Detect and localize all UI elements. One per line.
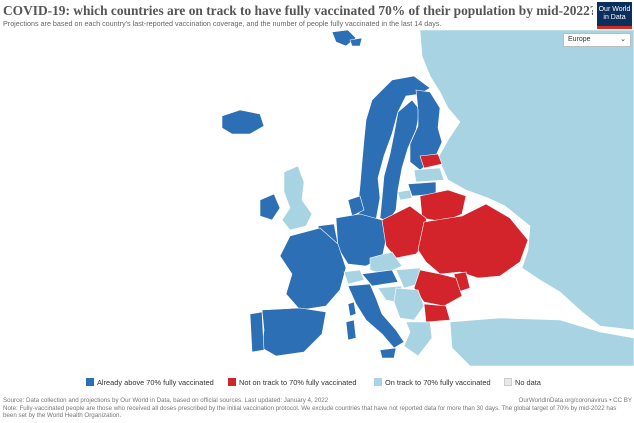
legend-item-not-on-track[interactable]: Not on track to 70% fully vaccinated: [228, 376, 357, 388]
country-sicily[interactable]: [379, 347, 397, 359]
country-sardinia[interactable]: [345, 319, 357, 341]
legend-item-on-track[interactable]: On track to 70% fully vaccinated: [374, 376, 491, 388]
chart-subtitle: Projections are based on each country's …: [3, 19, 442, 28]
legend-label-no-data: No data: [515, 377, 541, 387]
map-legend: Already above 70% fully vaccinated Not o…: [86, 376, 626, 388]
country-greece[interactable]: [403, 321, 433, 357]
country-svalbard-east[interactable]: [349, 37, 363, 47]
country-turkey[interactable]: [449, 317, 634, 366]
region-select-value: Europe: [568, 36, 591, 43]
country-estonia[interactable]: [419, 153, 443, 169]
country-ukraine[interactable]: [417, 203, 529, 279]
legend-item-above[interactable]: Already above 70% fully vaccinated: [86, 376, 214, 388]
europe-map[interactable]: [0, 30, 634, 366]
country-austria[interactable]: [361, 269, 399, 287]
source-url-link[interactable]: OurWorldInData.org/coronavirus • CC BY: [518, 397, 632, 404]
legend-label-on-track: On track to 70% fully vaccinated: [385, 377, 491, 387]
country-iceland[interactable]: [221, 109, 265, 135]
country-russia[interactable]: [419, 30, 634, 331]
country-denmark[interactable]: [347, 195, 365, 217]
country-ireland[interactable]: [259, 193, 281, 221]
legend-swatch-above: [86, 378, 94, 386]
legend-swatch-on-track: [374, 378, 382, 386]
country-czechia[interactable]: [369, 251, 403, 275]
chart-title: COVID-19: which countries are on track t…: [3, 3, 593, 18]
map-area[interactable]: [0, 30, 634, 366]
source-text: Source: Data collection and projections …: [3, 397, 329, 404]
region-select[interactable]: Europe ⌄: [563, 33, 631, 47]
legend-label-not-on-track: Not on track to 70% fully vaccinated: [239, 377, 357, 387]
legend-item-no-data[interactable]: No data: [504, 376, 541, 388]
country-united-kingdom[interactable]: [281, 165, 313, 231]
country-bulgaria[interactable]: [423, 303, 451, 323]
legend-swatch-no-data: [504, 378, 512, 386]
legend-swatch-not-on-track: [228, 378, 236, 386]
country-kaliningrad[interactable]: [397, 189, 413, 201]
chevron-down-icon: ⌄: [620, 36, 626, 43]
owid-logo[interactable]: Our World in Data: [597, 2, 632, 29]
country-italy[interactable]: [347, 283, 405, 349]
logo-line-2: in Data: [603, 14, 626, 21]
note-text: Note: Fully-vaccinated people are those …: [3, 405, 617, 420]
country-norway[interactable]: [357, 75, 431, 229]
legend-label-above: Already above 70% fully vaccinated: [97, 377, 214, 387]
country-balkans[interactable]: [393, 287, 425, 321]
logo-line-1: Our World: [598, 6, 631, 13]
country-switzerland[interactable]: [343, 269, 365, 285]
country-corsica[interactable]: [347, 301, 357, 317]
country-spain[interactable]: [261, 307, 327, 357]
country-france[interactable]: [279, 227, 347, 311]
country-latvia[interactable]: [413, 167, 445, 183]
country-portugal[interactable]: [249, 311, 265, 353]
